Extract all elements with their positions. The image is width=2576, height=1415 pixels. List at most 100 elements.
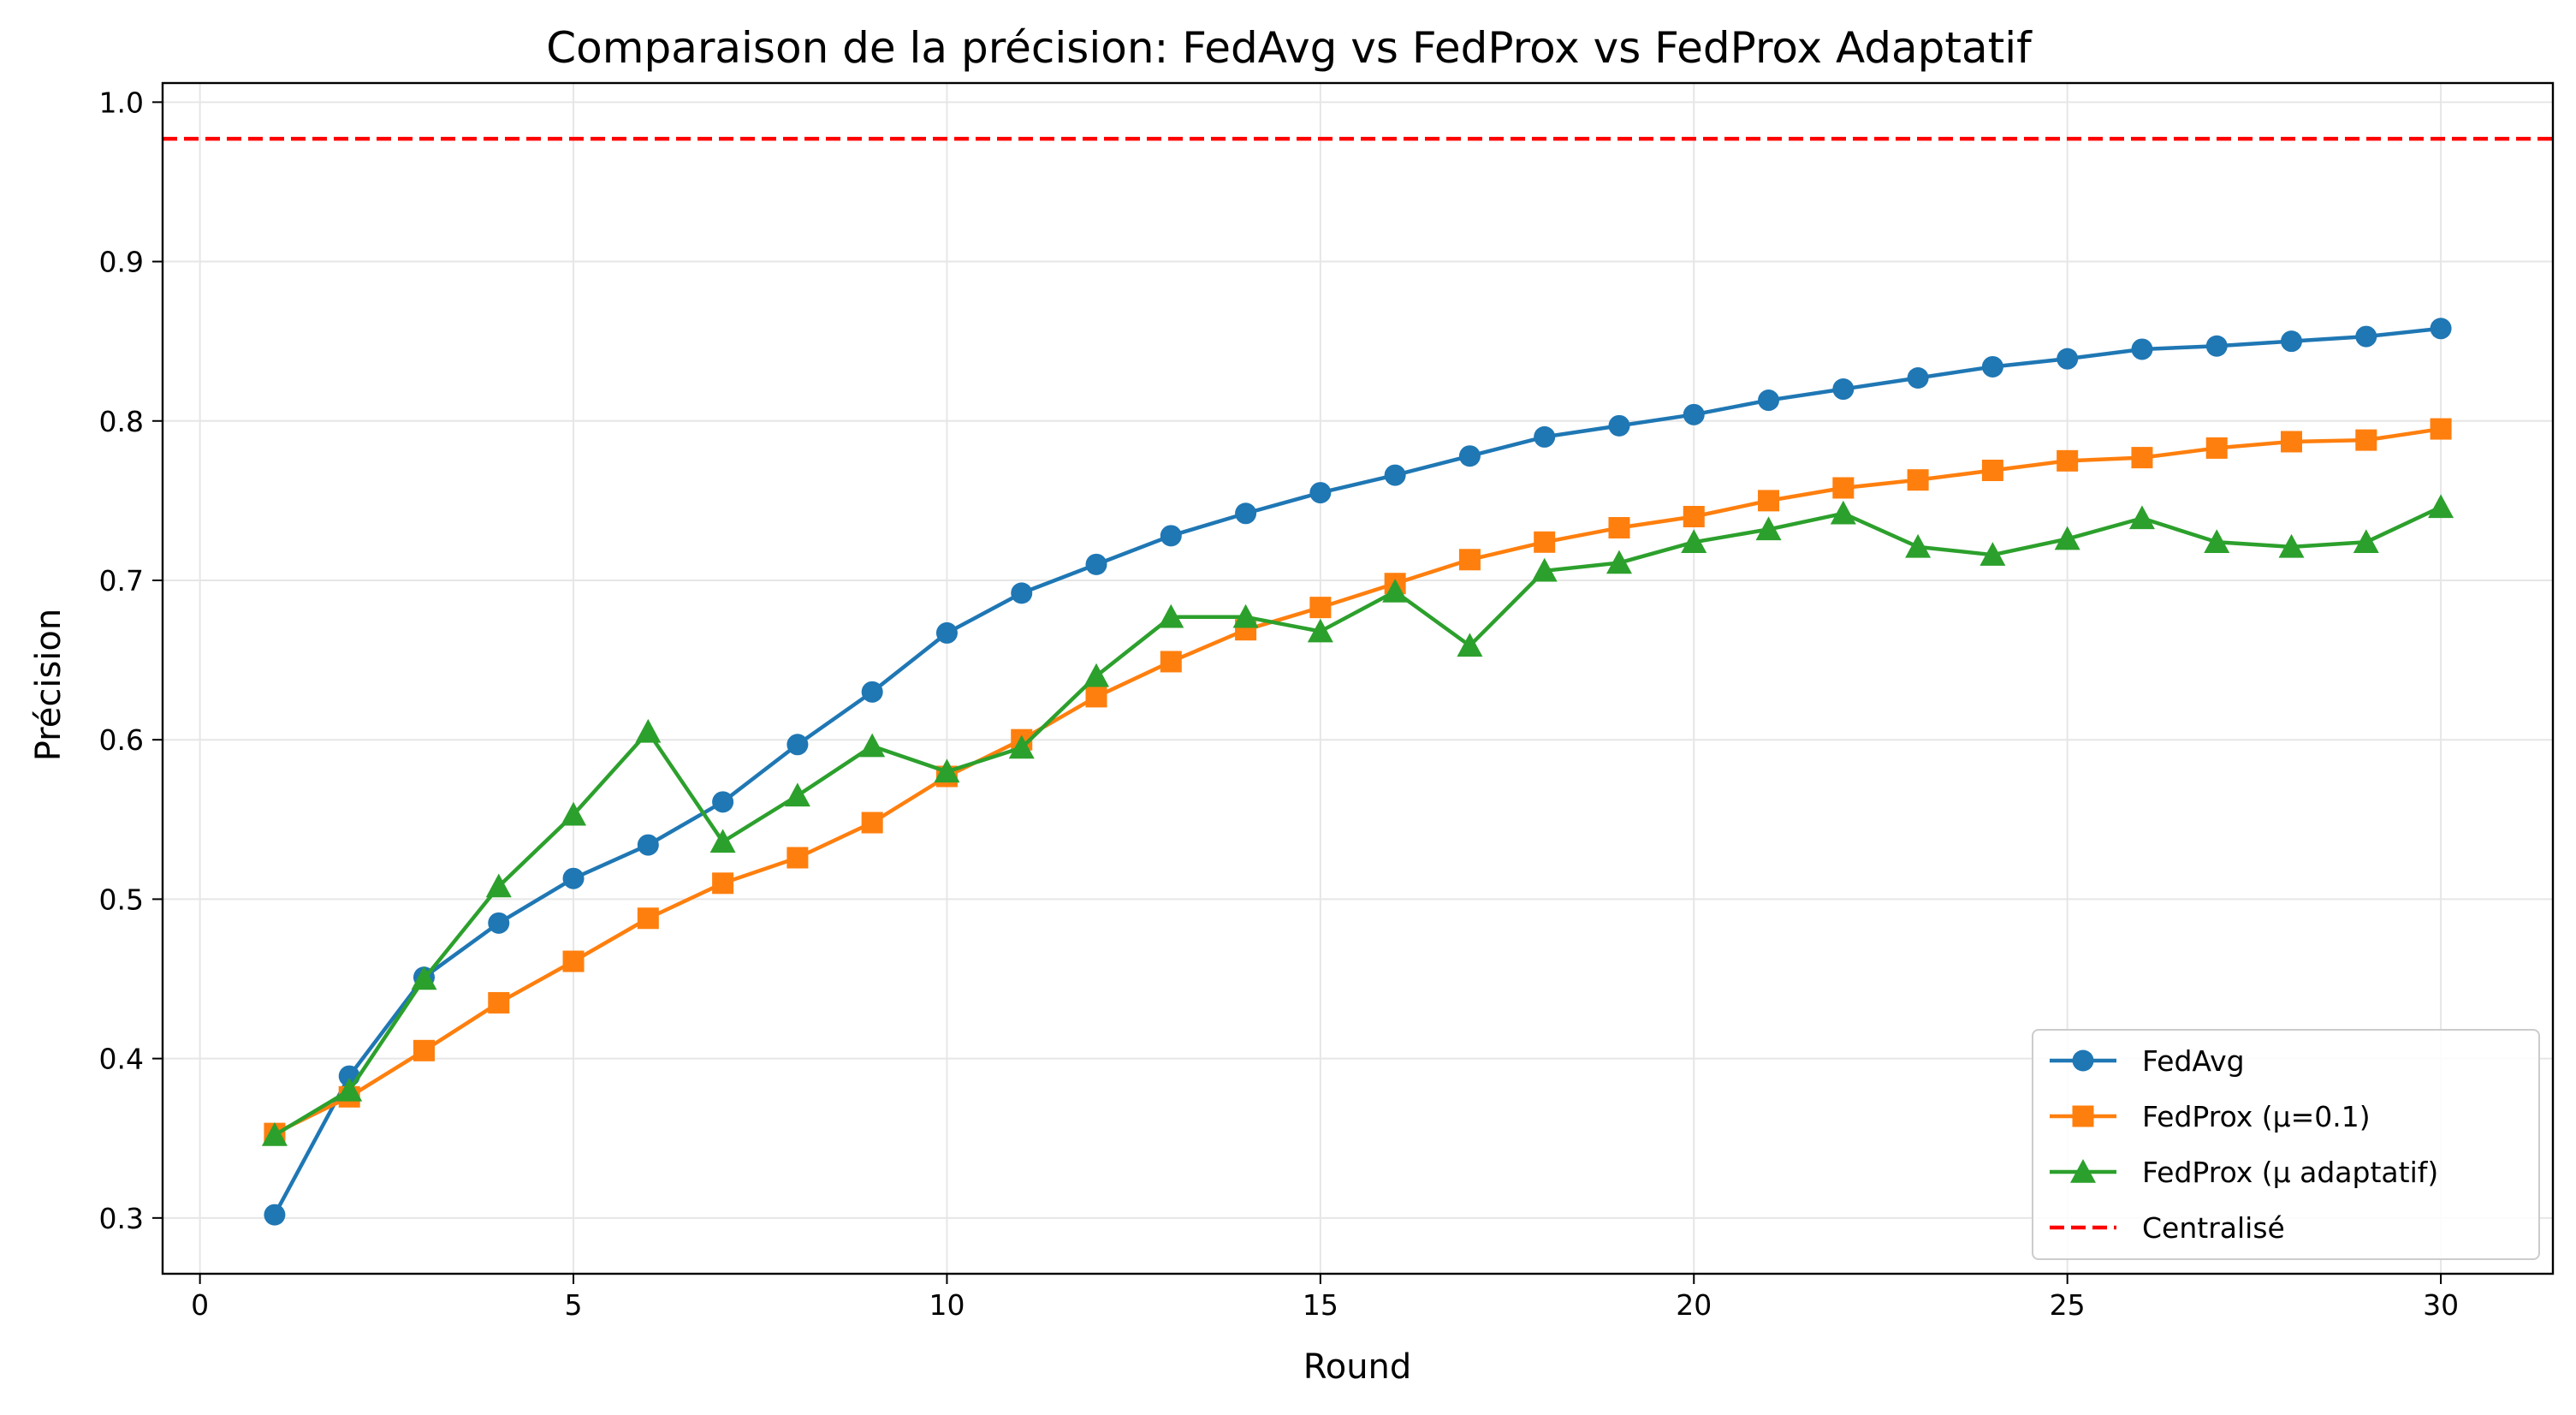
x-tick-label: 20	[1676, 1288, 1712, 1322]
data-point	[2428, 494, 2454, 519]
data-point	[709, 829, 736, 853]
legend-label: Centralisé	[2142, 1211, 2285, 1245]
data-point	[1307, 618, 1333, 643]
series-line	[272, 326, 2442, 1216]
data-point	[488, 991, 510, 1014]
data-point	[488, 912, 510, 934]
data-point	[1979, 542, 2006, 566]
data-point	[1981, 459, 2003, 481]
data-point	[2205, 335, 2228, 357]
data-point	[934, 758, 960, 783]
data-point	[2057, 449, 2079, 472]
data-point	[2204, 529, 2230, 554]
data-point	[1534, 531, 1556, 553]
data-point	[1083, 663, 1110, 687]
data-point	[2205, 437, 2228, 459]
data-point	[2278, 533, 2305, 558]
y-tick-label: 0.4	[99, 1043, 144, 1076]
data-point	[2131, 338, 2153, 360]
y-tick-label: 0.9	[99, 246, 144, 279]
data-point	[2281, 431, 2303, 453]
x-tick-label: 30	[2423, 1288, 2459, 1322]
data-point	[784, 782, 810, 807]
data-point	[1382, 579, 1409, 603]
y-axis-label: Précision	[29, 609, 68, 761]
data-point	[1232, 603, 1259, 628]
data-point	[1606, 550, 1632, 574]
x-tick-label: 25	[2050, 1288, 2086, 1322]
x-ticks: 0 5 10 15 20 25 30	[191, 1274, 2459, 1322]
data-point	[1681, 529, 1707, 554]
data-point	[1008, 734, 1035, 759]
series-2	[264, 418, 2452, 1144]
y-ticks: 0.3 0.4 0.5 0.6 0.7 0.8 0.9 1.0	[99, 86, 163, 1235]
series-line	[273, 505, 2442, 1137]
data-point	[2353, 529, 2379, 554]
data-point	[1755, 516, 1782, 541]
data-point	[1907, 469, 1929, 491]
data-point	[1531, 557, 1558, 582]
data-point	[1458, 445, 1481, 467]
data-point	[264, 1204, 286, 1226]
series-1	[264, 318, 2452, 1226]
data-point	[1309, 482, 1332, 504]
data-point	[2131, 447, 2153, 469]
data-point	[637, 834, 659, 856]
legend-marker	[2072, 1049, 2094, 1072]
data-point	[1085, 686, 1107, 708]
legend-marker	[2070, 1159, 2096, 1183]
x-tick-label: 10	[929, 1288, 965, 1322]
series-line	[273, 426, 2442, 1136]
legend: FedAvg FedProx (μ=0.1) FedProx (μ adaptati…	[2032, 1029, 2540, 1260]
data-point	[712, 791, 734, 813]
data-point	[1608, 517, 1630, 539]
data-point	[2057, 348, 2079, 370]
data-point	[562, 950, 585, 972]
data-point	[1160, 651, 1182, 673]
data-point	[1457, 633, 1483, 657]
x-axis-label: Round	[1303, 1347, 1412, 1387]
data-point	[2430, 318, 2452, 340]
data-point	[1085, 553, 1107, 575]
legend-label: FedAvg	[2142, 1044, 2245, 1078]
y-tick-label: 0.6	[99, 723, 144, 757]
data-point	[861, 812, 883, 834]
data-point	[635, 718, 662, 743]
data-point	[485, 873, 512, 898]
data-point	[1758, 389, 1780, 412]
data-point	[1011, 582, 1033, 604]
y-tick-label: 1.0	[99, 86, 144, 119]
data-point	[712, 872, 734, 895]
data-point	[261, 1121, 288, 1146]
data-point	[2054, 526, 2080, 550]
data-point	[561, 801, 587, 826]
data-point	[2355, 429, 2377, 451]
y-tick-label: 0.5	[99, 883, 144, 916]
plot-frame	[161, 81, 2555, 1275]
data-point	[1907, 366, 1929, 389]
data-point	[1309, 597, 1332, 619]
data-point	[2355, 325, 2377, 348]
legend-label: FedProx (μ adaptatif)	[2142, 1156, 2438, 1189]
x-tick-label: 15	[1303, 1288, 1338, 1322]
data-point	[1832, 477, 1855, 499]
data-point	[1683, 403, 1705, 425]
data-point	[1608, 414, 1630, 437]
y-tick-label: 0.8	[99, 405, 144, 438]
data-point	[1830, 500, 1856, 525]
x-tick-label: 5	[565, 1288, 583, 1322]
data-point	[1458, 549, 1481, 571]
data-point	[2281, 330, 2303, 353]
chart-title: Comparaison de la précision: FedAvg vs F…	[546, 23, 2033, 73]
data-point	[411, 966, 437, 990]
data-point	[1832, 378, 1855, 401]
data-point	[1905, 533, 1932, 558]
data-point	[562, 867, 585, 889]
data-point	[637, 907, 659, 930]
legend-marker	[2072, 1105, 2094, 1127]
data-point	[786, 734, 809, 756]
data-point	[1981, 355, 2003, 378]
x-tick-label: 0	[191, 1288, 209, 1322]
data-point	[1683, 505, 1705, 527]
